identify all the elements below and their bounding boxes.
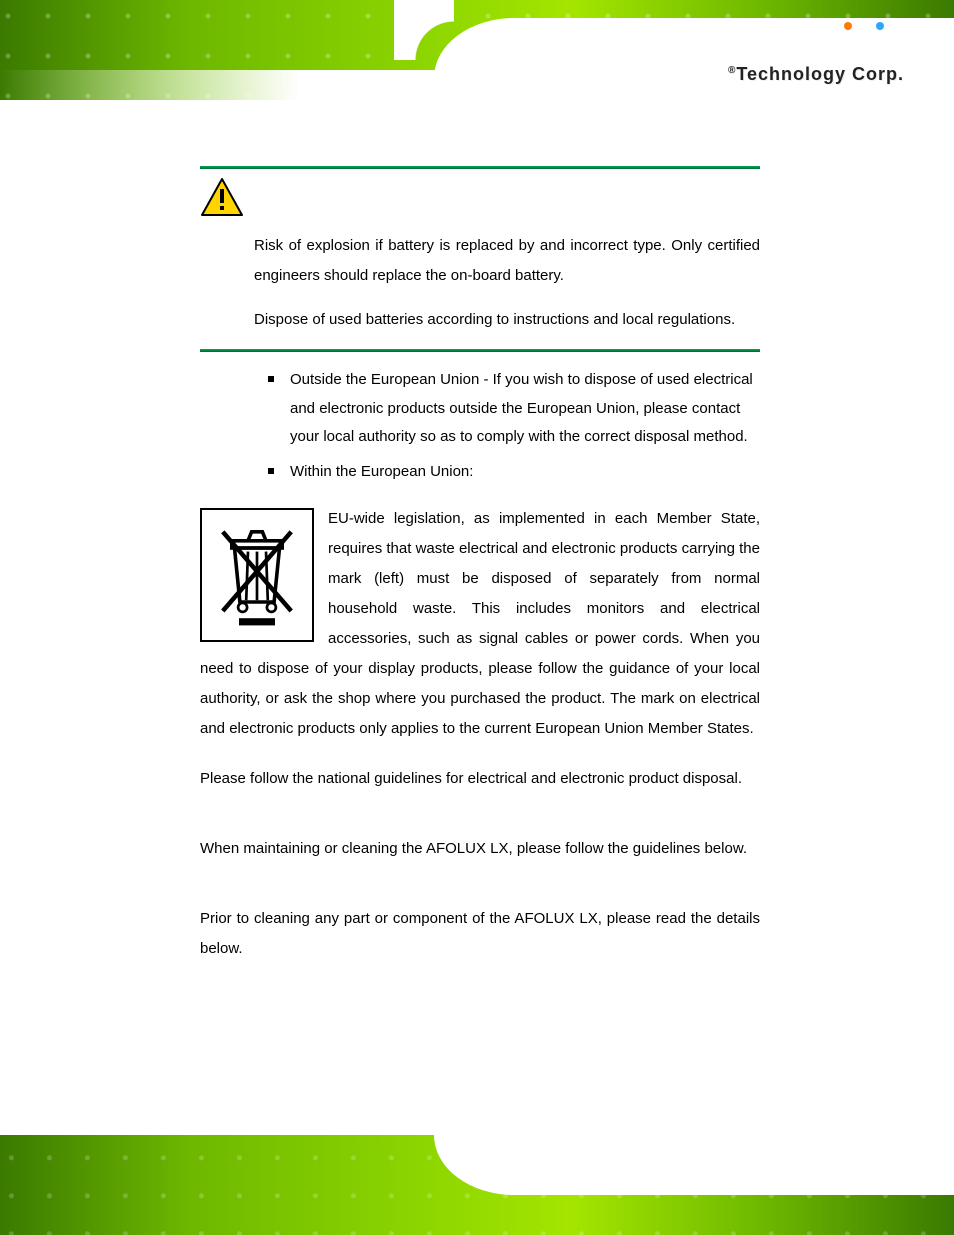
prior-para: Prior to cleaning any part or component … xyxy=(200,904,760,964)
bullet-list: Outside the European Union - If you wish… xyxy=(200,366,760,486)
logo xyxy=(844,30,894,66)
warning-para-1: Risk of explosion if battery is replaced… xyxy=(254,231,760,291)
logo-bar-icon xyxy=(856,34,862,62)
warning-icon xyxy=(200,177,244,217)
brand-name: Technology Corp. xyxy=(736,64,904,84)
rule-bottom xyxy=(200,349,760,352)
logo-dot-blue-icon xyxy=(876,22,884,30)
follow-para: Please follow the national guidelines fo… xyxy=(200,764,760,794)
weee-icon xyxy=(200,508,314,642)
content: Risk of explosion if battery is replaced… xyxy=(200,160,760,984)
warning-row xyxy=(200,177,760,217)
brand-text: ®Technology Corp. xyxy=(728,64,904,85)
bullet-within-eu: Within the European Union: xyxy=(254,458,760,487)
logo-bar-icon xyxy=(866,30,872,66)
warning-text: Risk of explosion if battery is replaced… xyxy=(254,231,760,335)
header-banner: ®Technology Corp. xyxy=(0,0,954,100)
logo-bar-icon xyxy=(888,34,894,62)
crossed-bin-icon xyxy=(212,519,302,631)
footer-swoosh xyxy=(434,1135,954,1195)
logo-dot-orange-icon xyxy=(844,22,852,30)
bullet-outside-eu: Outside the European Union - If you wish… xyxy=(254,366,760,452)
weee-block: EU-wide legislation, as implemented in e… xyxy=(200,504,760,764)
footer-banner xyxy=(0,1135,954,1235)
rule-top xyxy=(200,166,760,169)
warning-para-2: Dispose of used batteries according to i… xyxy=(254,305,760,335)
header-fade xyxy=(0,70,500,100)
page: ®Technology Corp. Risk of explosion if b… xyxy=(0,0,954,1235)
maintenance-para: When maintaining or cleaning the AFOLUX … xyxy=(200,834,760,864)
